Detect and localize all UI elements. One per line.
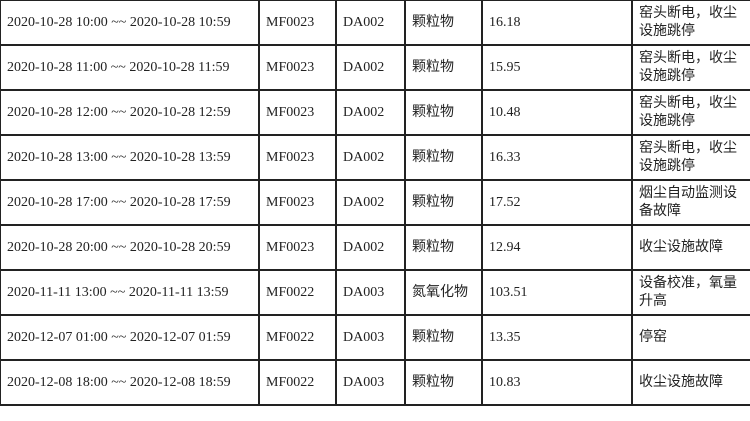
value-cell: 15.95 — [481, 44, 633, 91]
reason-cell: 收尘设施故障 — [631, 359, 750, 406]
table-row: 2020-10-28 11:00 ~~ 2020-10-28 11:59 MF00… — [0, 44, 750, 91]
table-row: 2020-10-28 12:00 ~~ 2020-10-28 12:59 MF00… — [0, 89, 750, 136]
reason-cell: 窑头断电，收尘设施跳停 — [631, 134, 750, 181]
pollutant-cell: 颗粒物 — [404, 179, 483, 226]
time-period-cell: 2020-10-28 13:00 ~~ 2020-10-28 13:59 — [0, 134, 260, 181]
outlet-code-cell: DA002 — [335, 0, 406, 46]
pollutant-cell: 颗粒物 — [404, 134, 483, 181]
time-period-cell: 2020-12-07 01:00 ~~ 2020-12-07 01:59 — [0, 314, 260, 361]
outlet-code-cell: DA002 — [335, 44, 406, 91]
monitoring-code-cell: MF0023 — [258, 179, 337, 226]
time-period-cell: 2020-12-08 18:00 ~~ 2020-12-08 18:59 — [0, 359, 260, 406]
value-cell: 10.83 — [481, 359, 633, 406]
reason-cell: 窑头断电，收尘设施跳停 — [631, 44, 750, 91]
reason-cell: 收尘设施故障 — [631, 224, 750, 271]
time-period-cell: 2020-10-28 11:00 ~~ 2020-10-28 11:59 — [0, 44, 260, 91]
value-cell: 16.18 — [481, 0, 633, 46]
table-row: 2020-10-28 17:00 ~~ 2020-10-28 17:59 MF00… — [0, 179, 750, 226]
reason-cell: 设备校准，氧量升高 — [631, 269, 750, 316]
monitoring-code-cell: MF0023 — [258, 0, 337, 46]
value-cell: 10.48 — [481, 89, 633, 136]
monitoring-code-cell: MF0023 — [258, 89, 337, 136]
monitoring-code-cell: MF0022 — [258, 359, 337, 406]
reason-cell: 窑头断电，收尘设施跳停 — [631, 89, 750, 136]
value-cell: 103.51 — [481, 269, 633, 316]
outlet-code-cell: DA002 — [335, 179, 406, 226]
time-period-cell: 2020-10-28 10:00 ~~ 2020-10-28 10:59 — [0, 0, 260, 46]
pollutant-cell: 颗粒物 — [404, 314, 483, 361]
value-cell: 13.35 — [481, 314, 633, 361]
table-row: 2020-11-11 13:00 ~~ 2020-11-11 13:59 MF00… — [0, 269, 750, 316]
reason-cell: 窑头断电，收尘设施跳停 — [631, 0, 750, 46]
pollutant-cell: 颗粒物 — [404, 89, 483, 136]
outlet-code-cell: DA003 — [335, 314, 406, 361]
pollutant-cell: 颗粒物 — [404, 359, 483, 406]
outlet-code-cell: DA002 — [335, 134, 406, 181]
time-period-cell: 2020-10-28 12:00 ~~ 2020-10-28 12:59 — [0, 89, 260, 136]
table-row: 2020-12-08 18:00 ~~ 2020-12-08 18:59 MF00… — [0, 359, 750, 406]
time-period-cell: 2020-10-28 17:00 ~~ 2020-10-28 17:59 — [0, 179, 260, 226]
pollutant-cell: 颗粒物 — [404, 44, 483, 91]
exceedance-table: 2020-10-28 10:00 ~~ 2020-10-28 10:59 MF00… — [0, 0, 750, 406]
table-row: 2020-10-28 10:00 ~~ 2020-10-28 10:59 MF00… — [0, 0, 750, 46]
pollutant-cell: 颗粒物 — [404, 224, 483, 271]
table-row: 2020-12-07 01:00 ~~ 2020-12-07 01:59 MF00… — [0, 314, 750, 361]
outlet-code-cell: DA002 — [335, 224, 406, 271]
reason-cell: 烟尘自动监测设备故障 — [631, 179, 750, 226]
monitoring-code-cell: MF0023 — [258, 44, 337, 91]
monitoring-code-cell: MF0023 — [258, 224, 337, 271]
value-cell: 16.33 — [481, 134, 633, 181]
table-row: 2020-10-28 20:00 ~~ 2020-10-28 20:59 MF00… — [0, 224, 750, 271]
time-period-cell: 2020-11-11 13:00 ~~ 2020-11-11 13:59 — [0, 269, 260, 316]
monitoring-code-cell: MF0022 — [258, 314, 337, 361]
monitoring-code-cell: MF0023 — [258, 134, 337, 181]
value-cell: 12.94 — [481, 224, 633, 271]
outlet-code-cell: DA002 — [335, 89, 406, 136]
table-row: 2020-10-28 13:00 ~~ 2020-10-28 13:59 MF00… — [0, 134, 750, 181]
value-cell: 17.52 — [481, 179, 633, 226]
reason-cell: 停窑 — [631, 314, 750, 361]
monitoring-code-cell: MF0022 — [258, 269, 337, 316]
outlet-code-cell: DA003 — [335, 359, 406, 406]
pollutant-cell: 氮氧化物 — [404, 269, 483, 316]
time-period-cell: 2020-10-28 20:00 ~~ 2020-10-28 20:59 — [0, 224, 260, 271]
pollutant-cell: 颗粒物 — [404, 0, 483, 46]
outlet-code-cell: DA003 — [335, 269, 406, 316]
